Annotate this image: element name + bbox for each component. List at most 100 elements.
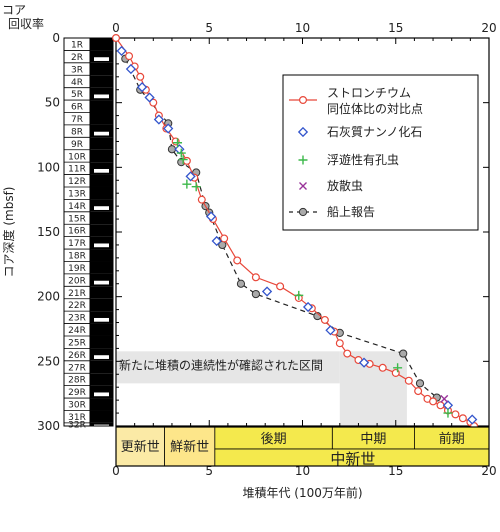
data-point (320, 315, 329, 324)
x-tick-label-bottom: 20 (481, 464, 496, 478)
core-recovery-bar (90, 186, 113, 200)
core-recovery-bar (90, 286, 113, 299)
core-label: 30R (68, 401, 86, 411)
y-tick-label: 200 (37, 290, 60, 304)
core-recovery-bar (90, 385, 113, 399)
epoch-frame (115, 426, 490, 467)
core-label: 5R (71, 90, 83, 100)
legend-label: 船上報告 (327, 205, 375, 219)
core-recovery-bar (90, 174, 113, 187)
core-label: 18R (68, 252, 86, 262)
core-label: 11R (68, 165, 86, 175)
data-point (251, 289, 260, 299)
legend-marker (298, 155, 308, 165)
core-label: 23R (68, 314, 86, 324)
core-label: 8R (71, 127, 83, 137)
legend-label: 石灰質ナンノ化石 (327, 124, 422, 139)
continuity-highlight: 新たに堆積の連続性が確認された区間 (116, 351, 407, 426)
y-axis-label: コア深度 (mbsf) (1, 187, 16, 278)
core-gap (94, 392, 109, 397)
x-tick-label: 10 (295, 21, 310, 35)
data-point (236, 279, 246, 288)
core-gap (94, 168, 109, 173)
core-label: 25R (68, 338, 86, 348)
highlight-label-band (116, 351, 340, 384)
core-label: 28R (68, 376, 86, 386)
core-gap (94, 94, 109, 99)
core-recovery-bar (90, 149, 113, 163)
data-point (125, 52, 134, 61)
core-label: 4R (71, 78, 83, 88)
legend-marker (298, 207, 308, 217)
core-recovery-bar (90, 398, 113, 411)
data-point (163, 123, 174, 134)
legend-label: 放散虫 (327, 178, 363, 193)
data-point (205, 211, 217, 222)
series-4 (121, 54, 441, 402)
data-point (440, 394, 449, 403)
core-recovery-bar (90, 224, 113, 237)
data-point (294, 290, 304, 300)
data-point (125, 63, 137, 75)
core-recovery-bar (90, 249, 113, 262)
x-tick-label: 15 (388, 21, 403, 35)
data-point (261, 286, 273, 297)
core-label: 15R (68, 214, 86, 224)
epoch-cell (164, 426, 216, 467)
core-gap (94, 131, 109, 136)
x-tick-label-bottom: 10 (295, 464, 310, 478)
legend-label: 同位体比の対比点 (327, 101, 423, 116)
data-point (467, 414, 478, 425)
data-point (111, 33, 120, 42)
core-gap (94, 206, 109, 210)
core-label: 32R (68, 421, 86, 431)
data-point (276, 282, 285, 291)
core-label: 3R (71, 65, 83, 75)
core-label: 12R (68, 177, 86, 187)
core-recovery-bar (90, 75, 113, 88)
core-recovery-bar (90, 261, 113, 274)
data-point (197, 195, 206, 204)
core-recovery-bar (90, 323, 113, 336)
x-tick-label: 5 (205, 21, 213, 35)
data-point (220, 234, 229, 243)
data-point (393, 363, 403, 373)
data-point (116, 45, 127, 57)
data-point (458, 414, 467, 423)
legend-label: ストロンチウム (327, 86, 411, 100)
x-tick-label-bottom: 5 (205, 464, 213, 478)
core-recovery-bar (90, 137, 113, 150)
core-recovery-bar (90, 422, 113, 426)
epoch-label: 中期 (360, 432, 386, 447)
data-point (343, 349, 352, 358)
highlight-label: 新たに堆積の連続性が確認された区間 (119, 357, 323, 372)
data-point (302, 301, 314, 313)
core-label: 19R (68, 264, 86, 274)
core-recovery-bar (90, 360, 113, 374)
core-label: 20R (68, 276, 86, 286)
core-label: 13R (68, 190, 86, 200)
data-point (211, 235, 222, 247)
core-label: 27R (68, 363, 86, 373)
core-recovery-bar (90, 211, 113, 225)
data-point (378, 363, 387, 372)
data-point (182, 179, 192, 189)
core-recovery-bar (90, 335, 113, 349)
data-point (414, 387, 423, 396)
data-point (144, 92, 155, 103)
data-point (178, 155, 188, 165)
miocene-label: 中新世 (330, 450, 375, 468)
legend-marker (299, 95, 308, 104)
data-point (335, 339, 344, 348)
y-tick-label: 150 (37, 225, 60, 239)
data-point (176, 148, 186, 158)
data-point (415, 379, 425, 388)
data-point (251, 273, 260, 282)
core-recovery-bar (90, 298, 113, 312)
core-label: 10R (68, 152, 86, 162)
core-gap (94, 57, 109, 61)
core-label: 2R (71, 53, 83, 63)
data-point (451, 410, 460, 419)
core-label: 16R (68, 227, 86, 237)
